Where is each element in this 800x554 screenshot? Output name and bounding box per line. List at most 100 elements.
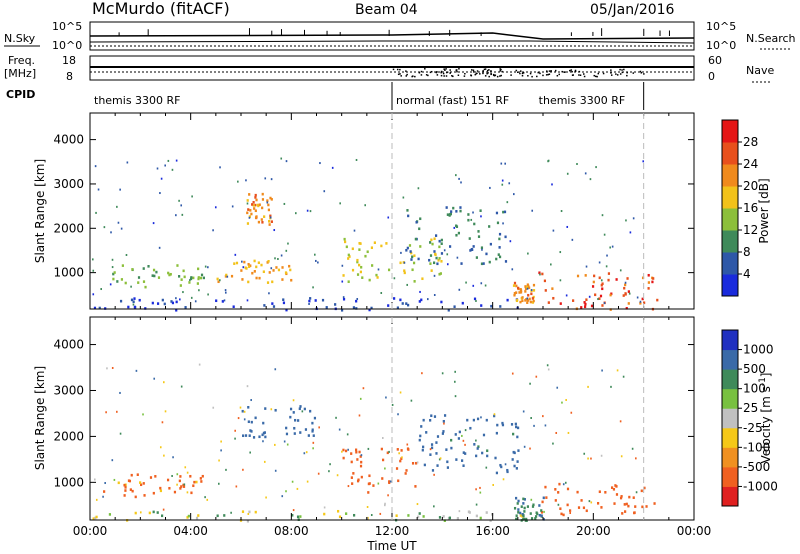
nave-dot — [397, 73, 400, 76]
heatmap-cell — [289, 407, 293, 411]
heatmap-cell — [216, 277, 219, 281]
heatmap-cell — [419, 217, 422, 221]
heatmap-cell — [360, 454, 363, 457]
heatmap-cell — [530, 289, 533, 292]
heatmap-cell — [639, 302, 642, 305]
heatmap-cell — [438, 516, 442, 519]
nave-dot — [499, 68, 501, 70]
heatmap-cell — [406, 443, 409, 446]
heatmap-cell — [361, 276, 364, 279]
heatmap-cell — [454, 395, 457, 398]
nave-dot — [556, 74, 559, 77]
heatmap-cell — [513, 293, 516, 297]
nave-dot — [484, 75, 487, 77]
nave-dot — [457, 74, 460, 76]
heatmap-cell — [196, 282, 199, 285]
velocity-colorbar-swatch — [722, 486, 738, 507]
heatmap-cell — [517, 511, 520, 514]
heatmap-cell — [246, 385, 249, 388]
heatmap-cell — [364, 204, 366, 207]
heatmap-cell — [179, 298, 181, 301]
heatmap-cell — [524, 298, 528, 301]
velocity-panel: 1000 2000 3000 4000 Slant Range [km] — [33, 316, 695, 523]
heatmap-cell — [580, 306, 583, 309]
heatmap-cell — [261, 198, 265, 201]
heatmap-cell — [176, 483, 178, 486]
heatmap-cell — [246, 299, 249, 302]
heatmap-cell — [446, 460, 449, 464]
heatmap-cell — [626, 277, 629, 280]
heatmap-cell — [167, 271, 170, 275]
power-colorbar-tick-label: 12 — [743, 223, 758, 237]
nsearch-label: N.Search — [746, 32, 796, 45]
heatmap-cell — [124, 489, 127, 492]
heatmap-cell — [557, 503, 560, 506]
heatmap-cell — [175, 300, 178, 304]
heatmap-cell — [338, 428, 341, 431]
heatmap-cell — [543, 279, 547, 283]
heatmap-cell — [569, 509, 572, 512]
heatmap-cell — [512, 432, 515, 436]
heatmap-cell — [200, 480, 203, 483]
heatmap-cell — [440, 259, 443, 263]
heatmap-cell — [121, 264, 124, 267]
heatmap-cell — [271, 302, 274, 305]
heatmap-cell — [382, 437, 384, 440]
heatmap-cell — [188, 281, 191, 284]
heatmap-cell — [523, 510, 526, 513]
heatmap-cell — [405, 469, 408, 472]
heatmap-cell — [565, 398, 567, 401]
heatmap-cell — [517, 449, 520, 452]
heatmap-cell — [111, 258, 114, 261]
nave-dot — [406, 73, 408, 76]
heatmap-cell — [241, 278, 244, 281]
heatmap-cell — [473, 443, 476, 446]
heatmap-cell — [589, 178, 592, 181]
heatmap-cell — [526, 301, 529, 304]
heatmap-cell — [207, 293, 209, 296]
heatmap-cell — [290, 278, 293, 282]
heatmap-cell — [272, 269, 275, 272]
velocity-colorbar-swatch — [722, 447, 738, 468]
heatmap-cell — [261, 206, 264, 210]
heatmap-cell — [393, 297, 396, 300]
heatmap-cell — [600, 506, 603, 509]
heatmap-cell — [515, 299, 519, 303]
heatmap-cell — [530, 517, 534, 520]
heatmap-cell — [508, 182, 511, 185]
heatmap-cell — [625, 502, 628, 506]
heatmap-cell — [506, 201, 509, 204]
heatmap-cell — [562, 483, 565, 486]
heatmap-cell — [527, 293, 530, 297]
heatmap-cell — [584, 274, 587, 277]
heatmap-cell — [526, 285, 529, 289]
heatmap-cell — [398, 452, 400, 455]
heatmap-cell — [496, 221, 500, 225]
nave-dot — [563, 71, 566, 73]
heatmap-cell — [506, 468, 509, 472]
heatmap-cell — [624, 283, 627, 287]
heatmap-cell — [373, 241, 376, 245]
heatmap-cell — [155, 270, 158, 274]
nave-dot — [418, 71, 421, 74]
heatmap-cell — [464, 429, 467, 432]
heatmap-cell — [130, 298, 134, 302]
heatmap-cell — [321, 298, 325, 302]
heatmap-cell — [525, 517, 528, 521]
nave-dot — [536, 75, 538, 78]
heatmap-cell — [475, 454, 478, 458]
heatmap-cell — [486, 449, 489, 453]
heatmap-cell — [475, 299, 477, 302]
heatmap-cell — [283, 440, 286, 443]
nave-dot — [626, 74, 628, 77]
heatmap-cell — [265, 496, 267, 499]
heatmap-cell — [532, 299, 535, 303]
heatmap-cell — [226, 275, 229, 278]
heatmap-cell — [611, 245, 614, 248]
heatmap-cell — [230, 274, 234, 278]
heatmap-cell — [152, 268, 156, 272]
heatmap-cell — [270, 220, 273, 223]
heatmap-cell — [519, 514, 522, 517]
heatmap-cell — [312, 447, 314, 450]
heatmap-cell — [250, 212, 253, 216]
